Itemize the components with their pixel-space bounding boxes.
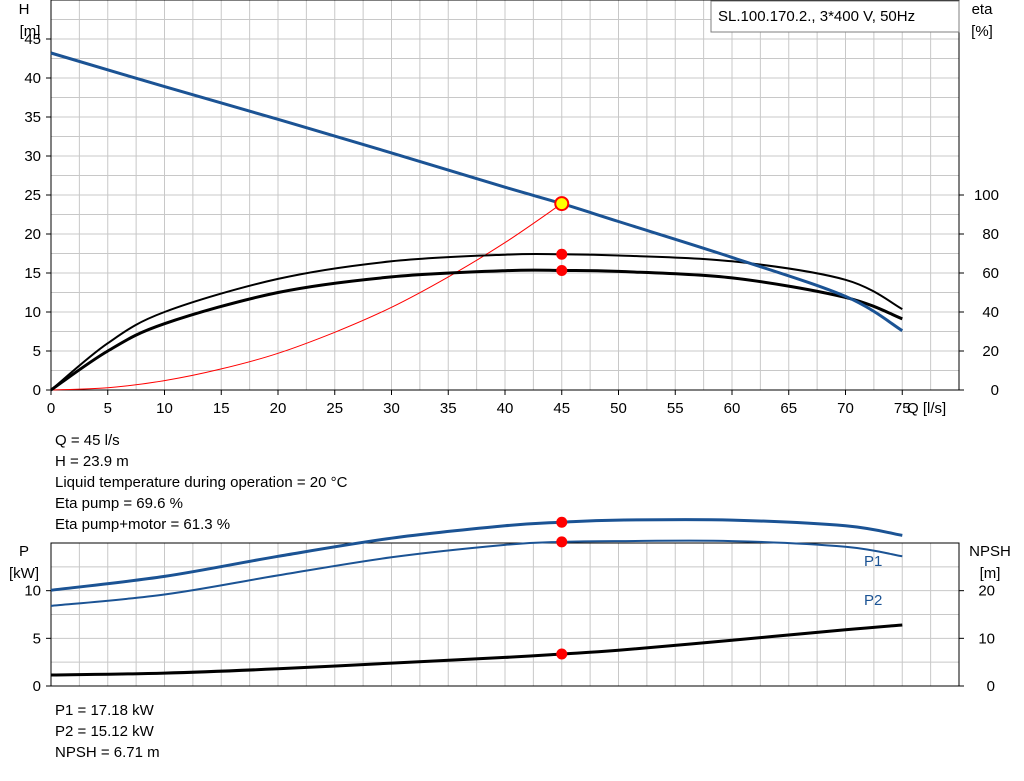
- y-axis-label-P: P: [19, 543, 29, 560]
- bottom-grid: [50, 542, 960, 687]
- x-axis-label-Q: Q [l/s]: [907, 400, 946, 417]
- info-p2: P2 = 15.12 kW: [55, 723, 154, 740]
- series-label-P2: P2: [864, 592, 882, 609]
- y-axis-label-H: H: [19, 1, 30, 18]
- x-tick-label: 20: [270, 400, 287, 417]
- p1-curve: [50, 518, 903, 592]
- x-tick-label: 0: [47, 400, 55, 417]
- y-tick-label: 45: [24, 31, 41, 48]
- x-tick-label: 55: [667, 400, 684, 417]
- x-tick-label: 50: [610, 400, 627, 417]
- npsh-tick-label: 10: [978, 630, 995, 647]
- y-tick-label: 5: [33, 343, 41, 360]
- y2-axis-label-eta: eta: [972, 1, 994, 18]
- info-p1: P1 = 17.18 kW: [55, 702, 154, 719]
- y2-tick-label: 100: [974, 187, 999, 204]
- y2-tick-label: 80: [982, 226, 999, 243]
- y-tick-label: 15: [24, 265, 41, 282]
- y-tick-label: 25: [24, 187, 41, 204]
- p2-curve: [50, 539, 903, 607]
- x-tick-label: 65: [780, 400, 797, 417]
- x-tick-label: 10: [156, 400, 173, 417]
- operating-point-marker: [554, 196, 570, 212]
- p2-point-marker: [556, 536, 568, 548]
- p-tick-label: 10: [24, 583, 41, 600]
- y2-axis-unit-npsh: [m]: [980, 565, 1001, 582]
- eta-point-marker: [556, 264, 568, 276]
- y2-tick-label: 0: [991, 382, 999, 399]
- x-tick-label: 35: [440, 400, 457, 417]
- head-curve: [50, 51, 904, 332]
- y2-tick-label: 40: [982, 304, 999, 321]
- x-tick-label: 40: [497, 400, 514, 417]
- y2-tick-label: 20: [982, 343, 999, 360]
- p-tick-label: 0: [33, 678, 41, 695]
- y2-axis-label-npsh: NPSH: [969, 543, 1011, 560]
- x-tick-label: 60: [724, 400, 741, 417]
- model-label-box: [710, 0, 960, 33]
- npsh-tick-label: 20: [978, 583, 995, 600]
- y-axis-unit-P: [kW]: [9, 565, 39, 582]
- eta-point-marker: [556, 248, 568, 260]
- y2-tick-label: 60: [982, 265, 999, 282]
- info-npsh: NPSH = 6.71 m: [55, 744, 160, 761]
- x-tick-label: 75: [894, 400, 911, 417]
- x-tick-label: 70: [837, 400, 854, 417]
- info-head: H = 23.9 m: [55, 453, 129, 470]
- npsh-point-marker: [556, 648, 568, 660]
- x-tick-label: 30: [383, 400, 400, 417]
- p1-point-marker: [556, 516, 568, 528]
- npsh-curve: [50, 623, 903, 677]
- model-label: SL.100.170.2., 3*400 V, 50Hz: [718, 8, 915, 25]
- series-label-P1: P1: [864, 553, 882, 570]
- x-tick-label: 25: [326, 400, 343, 417]
- bottom-plot-frame: [50, 542, 960, 687]
- y-tick-label: 0: [33, 382, 41, 399]
- y-axis-unit-H: [m]: [20, 23, 41, 40]
- eta-pump-curve: [50, 253, 903, 391]
- bottom-series: [50, 516, 903, 677]
- eta-pump-motor-curve: [50, 268, 903, 392]
- y-tick-label: 40: [24, 70, 41, 87]
- y2-axis-unit-eta: [%]: [971, 23, 993, 40]
- x-tick-label: 5: [104, 400, 112, 417]
- p-tick-label: 5: [33, 630, 41, 647]
- y-tick-label: 10: [24, 304, 41, 321]
- info-flow: Q = 45 l/s: [55, 432, 120, 449]
- info-eta-pump-motor: Eta pump+motor = 61.3 %: [55, 516, 231, 533]
- top-grid: [50, 0, 960, 391]
- npsh-tick-label: 0: [987, 678, 995, 695]
- power-info: P1 = 17.18 kW P2 = 15.12 kW NPSH = 6.71 …: [55, 700, 160, 763]
- info-liquid-temp: Liquid temperature during operation = 20…: [55, 474, 348, 491]
- y-tick-label: 20: [24, 226, 41, 243]
- top-series: [50, 51, 904, 392]
- x-tick-label: 15: [213, 400, 230, 417]
- tick-labels: 0 5 10 15 20 25 30 35 40 45 50 55 60 65 70 750510152025…: [24, 31, 999, 695]
- y-tick-label: 30: [24, 148, 41, 165]
- info-eta-pump: Eta pump = 69.6 %: [55, 495, 183, 512]
- y-tick-label: 35: [24, 109, 41, 126]
- operating-point-info: Q = 45 l/s H = 23.9 m Liquid temperature…: [55, 430, 347, 535]
- x-tick-label: 45: [553, 400, 570, 417]
